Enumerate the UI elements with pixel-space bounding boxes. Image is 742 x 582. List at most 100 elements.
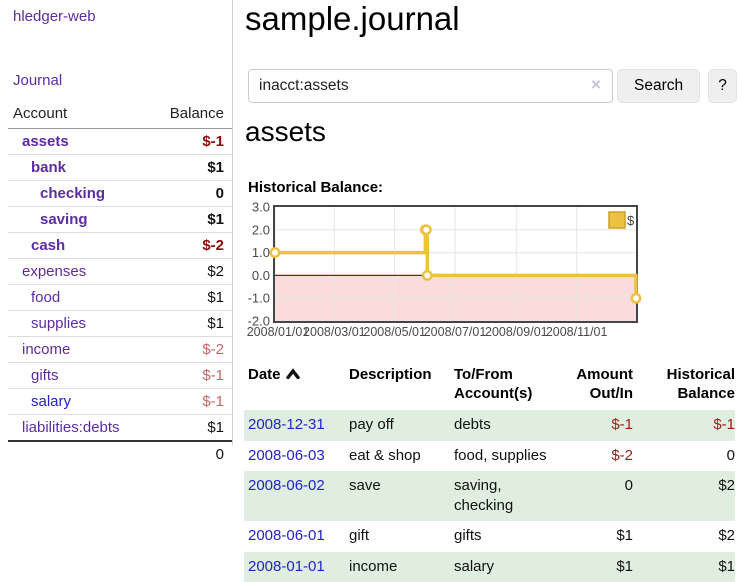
search-input[interactable] <box>248 69 613 103</box>
transaction-date-link[interactable]: 2008-06-02 <box>248 477 325 495</box>
transaction-description: income <box>345 551 450 582</box>
register-row: 2008-01-01 income salary $1 $1 <box>244 551 735 582</box>
account-balance: $-1 <box>202 133 224 150</box>
svg-text:1.0: 1.0 <box>252 245 270 260</box>
accounts-total-row: 0 <box>8 440 232 467</box>
svg-text:-1.0: -1.0 <box>248 291 270 306</box>
account-link[interactable]: supplies <box>31 315 87 332</box>
transaction-accounts: saving, checking <box>450 471 560 522</box>
app-brand-link[interactable]: hledger-web <box>13 8 96 25</box>
account-link[interactable]: salary <box>31 393 72 410</box>
historical-balance-chart: $3.0 2.0 1.0 0.0 -1.0 -2.02008/01/012008/03/0… <box>247 200 642 339</box>
transaction-balance: $1 <box>633 551 735 582</box>
account-link[interactable]: income <box>22 341 71 358</box>
transaction-accounts: salary <box>450 551 560 582</box>
account-heading: assets <box>245 116 326 147</box>
accounts-table-header-row: Account Balance <box>8 103 232 129</box>
account-link[interactable]: assets <box>22 133 69 150</box>
transaction-accounts: debts <box>450 410 560 441</box>
legend-label: $ <box>627 213 635 228</box>
account-balance: $1 <box>147 310 232 337</box>
sort-ascending-icon <box>285 368 300 380</box>
account-link[interactable]: food <box>31 289 61 306</box>
transaction-description: save <box>345 471 450 522</box>
transaction-balance: $-1 <box>633 410 735 441</box>
svg-text:0.0: 0.0 <box>252 268 270 283</box>
svg-text:2008/11/01: 2008/11/01 <box>546 325 608 339</box>
transaction-balance: $2 <box>633 471 735 522</box>
transaction-accounts: gifts <box>454 527 482 545</box>
account-balance: $-2 <box>147 336 232 363</box>
account-row: salary $-1 <box>8 388 232 415</box>
legend-swatch <box>608 211 626 229</box>
transaction-description: pay off <box>345 410 450 441</box>
balance-column-header: Historical Balance <box>666 366 735 403</box>
help-button[interactable]: ? <box>708 69 737 103</box>
balance-column-header: Balance <box>147 103 232 129</box>
sidebar-divider <box>232 0 233 445</box>
register-row: 2008-06-01 gift gifts $1 $2 <box>244 521 735 552</box>
account-row: assets $-1 <box>8 129 232 155</box>
svg-text:2008/07/01: 2008/07/01 <box>424 325 487 339</box>
date-column-header[interactable]: Date <box>244 362 345 410</box>
accounts-total-value: 0 <box>147 440 232 467</box>
transaction-amount: $1 <box>560 551 633 582</box>
transaction-description: gift <box>349 527 370 545</box>
account-link[interactable]: gifts <box>31 367 59 384</box>
clear-search-icon[interactable]: × <box>591 75 601 94</box>
sidebar-item-journal[interactable]: Journal <box>13 72 63 89</box>
account-balance: $-1 <box>147 362 232 389</box>
accounts-table: Account Balance assets $-1 bank $1 checking 0… <box>8 103 232 467</box>
transaction-date-link[interactable]: 2008-12-31 <box>248 416 325 434</box>
account-link[interactable]: liabilities:debts <box>22 419 120 436</box>
account-balance: $1 <box>147 284 232 311</box>
account-balance: $1 <box>147 206 232 233</box>
svg-text:2008/01/01: 2008/01/01 <box>247 325 310 339</box>
register-header-row: Date Description To/From Account(s) Amou… <box>244 362 735 410</box>
account-row: food $1 <box>8 284 232 311</box>
account-balance: $2 <box>147 258 232 285</box>
accounts-column-header: To/From Account(s) <box>454 366 533 403</box>
transaction-date-link[interactable]: 2008-06-01 <box>248 527 325 545</box>
account-column-header: Account <box>8 103 148 129</box>
account-row: gifts $-1 <box>8 362 232 389</box>
account-balance: 0 <box>147 180 232 207</box>
account-row: income $-2 <box>8 336 232 363</box>
account-row: expenses $2 <box>8 258 232 285</box>
svg-text:2008/05/01: 2008/05/01 <box>363 325 426 339</box>
account-balance: $-1 <box>147 388 232 415</box>
account-balance: $1 <box>147 154 232 181</box>
account-balance: $1 <box>147 414 232 441</box>
account-link[interactable]: saving <box>40 211 88 228</box>
svg-text:2.0: 2.0 <box>252 222 270 237</box>
account-row: checking 0 <box>8 180 232 207</box>
svg-text:2008/09/01: 2008/09/01 <box>485 325 548 339</box>
register-row: 2008-06-03 eat & shop food, supplies $-2 0 <box>244 441 735 472</box>
account-link[interactable]: cash <box>31 237 66 254</box>
account-link[interactable]: expenses <box>22 263 87 280</box>
transaction-balance: $2 <box>718 527 735 545</box>
chart-heading: Historical Balance: <box>248 179 384 196</box>
account-link[interactable]: checking <box>40 185 106 202</box>
account-row: bank $1 <box>8 154 232 181</box>
transaction-amount: $-1 <box>560 410 633 441</box>
page-title: sample.journal <box>245 0 460 37</box>
search-button[interactable]: Search <box>617 69 701 103</box>
transaction-amount: $1 <box>616 527 633 545</box>
register-row: 2008-12-31 pay off debts $-1 $-1 <box>244 410 735 441</box>
amount-column-header: Amount Out/In <box>576 366 633 403</box>
register-row: 2008-06-02 save saving, checking 0 $2 <box>244 471 735 522</box>
date-header-label: Date <box>248 366 281 383</box>
transaction-date-link[interactable]: 2008-01-01 <box>248 557 325 575</box>
account-row: supplies $1 <box>8 310 232 337</box>
account-row: liabilities:debts $1 <box>8 414 232 441</box>
description-column-header: Description <box>349 366 432 383</box>
account-balance: $-2 <box>147 232 232 259</box>
account-row: saving $1 <box>8 206 232 233</box>
account-link[interactable]: bank <box>31 159 67 176</box>
account-row: cash $-2 <box>8 232 232 259</box>
transaction-balance: 0 <box>726 446 735 464</box>
svg-text:-2.0: -2.0 <box>248 314 270 329</box>
register-table: Date Description To/From Account(s) Amou… <box>244 362 735 582</box>
transaction-date-link[interactable]: 2008-06-03 <box>248 446 325 464</box>
